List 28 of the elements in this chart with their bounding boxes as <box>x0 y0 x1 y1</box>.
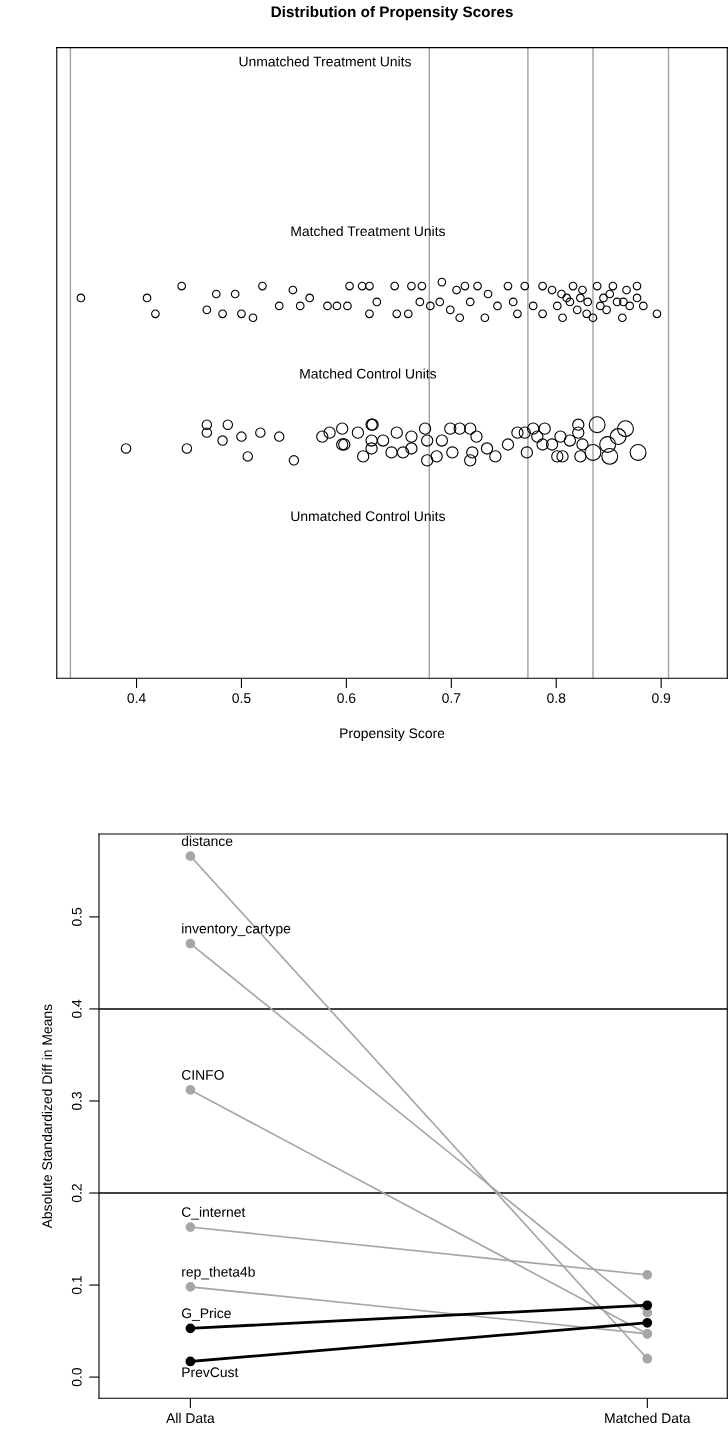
y-axis-title: Absolute Standardized Diff in Means <box>41 1004 53 1229</box>
text: Unmatched Treatment Units <box>239 56 411 67</box>
chart-title: Distribution of Propensity Scores <box>271 5 513 21</box>
annotation: Unmatched Control Units <box>291 510 445 522</box>
series-label: distance <box>181 835 233 847</box>
series-label: G_Price <box>181 1308 231 1321</box>
x-tick-label: 0.9 <box>652 693 671 703</box>
y-tick-label: 0.4 <box>71 999 82 1019</box>
y-tick-label: 0.2 <box>71 1184 82 1203</box>
x-tick-label: All Data <box>166 1412 215 1424</box>
text: Matched Treatment Units <box>291 225 445 237</box>
x-axis-title: Propensity Score <box>340 727 445 741</box>
x-tick-label: 0.4 <box>127 693 146 703</box>
y-tick-label: 0.0 <box>71 1367 82 1387</box>
x-tick-label: 0.7 <box>442 693 461 703</box>
series-label: inventory_cartype <box>182 923 291 937</box>
y-tick-label: 0.3 <box>71 1091 82 1111</box>
series-label: PrevCust <box>182 1367 239 1378</box>
y-tick-label: 0.5 <box>71 907 82 926</box>
series-label: rep_theta4b <box>182 1266 255 1280</box>
x-tick-label: Matched Data <box>605 1412 691 1424</box>
annotation: Matched Control Units <box>300 368 437 379</box>
x-tick-label: 0.6 <box>337 693 356 703</box>
x-tick-label: 0.8 <box>547 693 566 703</box>
x-tick-label: 0.5 <box>232 693 251 703</box>
series-label: C_internet <box>181 1206 246 1220</box>
y-tick-label: 0.1 <box>71 1276 82 1295</box>
series-label: CINFO <box>181 1069 224 1080</box>
